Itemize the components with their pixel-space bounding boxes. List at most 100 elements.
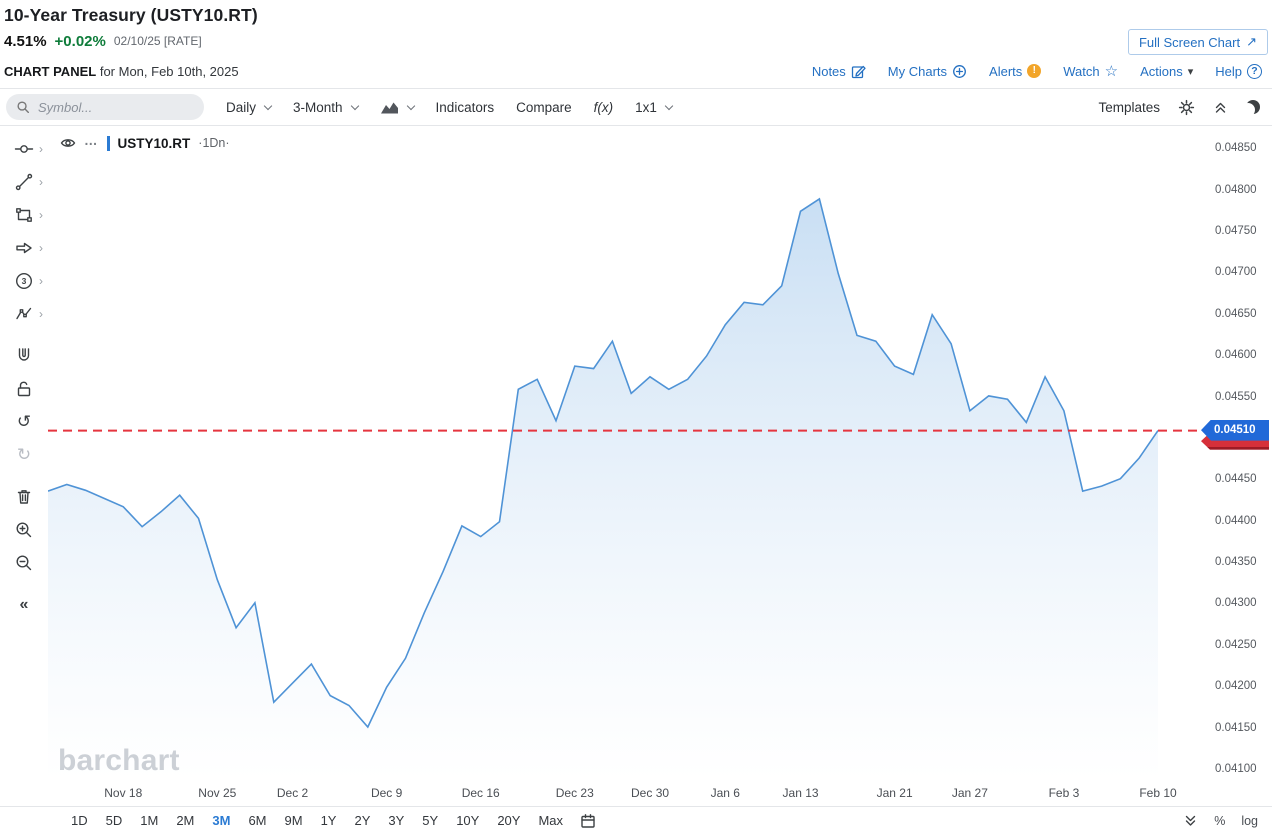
y-axis-label: 0.04350 bbox=[1215, 556, 1257, 569]
alerts-label: Alerts bbox=[989, 63, 1023, 79]
barchart-watermark: barchart bbox=[58, 744, 180, 777]
legend-symbol: USTY10.RT bbox=[117, 135, 191, 151]
range-button-max[interactable]: Max bbox=[538, 813, 564, 828]
templates-button[interactable]: Templates bbox=[1098, 100, 1160, 115]
double-chevron-down-icon[interactable] bbox=[1183, 813, 1198, 828]
symbol-search-input[interactable] bbox=[36, 98, 194, 116]
range-button-6m[interactable]: 6M bbox=[248, 813, 267, 828]
wave-counts-tool-button[interactable]: 3 › bbox=[0, 264, 48, 297]
settings-button[interactable] bbox=[1178, 99, 1195, 116]
actions-dropdown[interactable]: Actions ▾ bbox=[1140, 64, 1193, 79]
series-menu-icon[interactable]: … bbox=[84, 132, 99, 148]
panel-title-group: CHART PANEL for Mon, Feb 10th, 2025 bbox=[4, 64, 239, 79]
expand-arrow-icon[interactable]: › bbox=[39, 306, 43, 321]
expand-arrow-icon[interactable]: › bbox=[39, 207, 43, 222]
x-axis-label: Jan 27 bbox=[951, 786, 988, 800]
chevron-down-icon bbox=[664, 101, 674, 110]
range-button-1y[interactable]: 1Y bbox=[320, 813, 337, 828]
range-button-1d[interactable]: 1D bbox=[71, 813, 88, 828]
trend-line-icon bbox=[15, 173, 33, 190]
range-button-1m[interactable]: 1M bbox=[140, 813, 159, 828]
panel-links: Notes My Charts Alerts ! Watch ☆ Actions… bbox=[812, 63, 1262, 79]
range-button-3m[interactable]: 3M bbox=[212, 813, 231, 828]
notes-label: Notes bbox=[811, 63, 846, 79]
zoom-in-button[interactable] bbox=[0, 513, 48, 546]
shapes-tool-button[interactable]: › bbox=[0, 198, 48, 231]
cursor-tool-button[interactable]: › bbox=[0, 132, 48, 165]
log-scale-toggle[interactable]: log bbox=[1241, 813, 1258, 828]
y-axis-label: 0.04850 bbox=[1215, 142, 1257, 155]
fullscreen-chart-button[interactable]: Full Screen Chart ↗ bbox=[1127, 29, 1268, 55]
expressions-button[interactable]: f(x) bbox=[594, 100, 614, 115]
lock-drawings-button[interactable] bbox=[0, 372, 48, 405]
chart-plot-area[interactable]: … USTY10.RT ·1Dn· barchart bbox=[48, 126, 1205, 780]
eye-visibility-icon[interactable] bbox=[60, 135, 76, 151]
layout-dropdown[interactable]: 1x1 bbox=[635, 100, 674, 115]
y-axis[interactable]: 0.04510 0.04850 0.04800 0.04750 0.04700 0.04… bbox=[1201, 126, 1272, 780]
x-axis-label: Nov 18 bbox=[104, 786, 143, 800]
range-button-2y[interactable]: 2Y bbox=[354, 813, 371, 828]
range-button-5y[interactable]: 5Y bbox=[422, 813, 439, 828]
symbol-search-box[interactable] bbox=[6, 94, 204, 120]
expand-arrow-icon[interactable]: › bbox=[39, 240, 43, 255]
moon-icon bbox=[1246, 100, 1260, 114]
y-axis-label: 0.04800 bbox=[1215, 183, 1257, 196]
area-chart-type-icon bbox=[380, 102, 398, 113]
custom-date-range-button[interactable] bbox=[580, 813, 596, 829]
frequency-dropdown[interactable]: Daily bbox=[226, 100, 273, 115]
indicators-button[interactable]: Indicators bbox=[436, 100, 495, 115]
panel-subtitle: for Mon, Feb 10th, 2025 bbox=[99, 63, 239, 79]
price-chart-svg bbox=[48, 197, 1205, 780]
calendar-icon bbox=[581, 813, 595, 828]
collapse-toolbar-button[interactable] bbox=[1213, 100, 1228, 115]
arrows-tool-button[interactable]: › bbox=[0, 231, 48, 264]
x-axis-label: Jan 6 bbox=[710, 786, 740, 800]
range-dropdown[interactable]: 3-Month bbox=[293, 99, 359, 115]
range-button-10y[interactable]: 10Y bbox=[456, 813, 480, 828]
lines-tool-button[interactable]: › bbox=[0, 165, 48, 198]
x-axis[interactable]: Nov 18 Nov 25 Dec 2 Dec 9 Dec 16 Dec 23 Dec 30… bbox=[0, 780, 1272, 806]
toolbar-divider bbox=[0, 471, 48, 480]
caret-down-icon: ▾ bbox=[1187, 65, 1194, 78]
panel-bar: CHART PANEL for Mon, Feb 10th, 2025 Note… bbox=[0, 54, 1272, 89]
x-axis-label: Jan 21 bbox=[876, 786, 913, 800]
watch-link[interactable]: Watch ☆ bbox=[1063, 64, 1118, 79]
range-button-5d[interactable]: 5D bbox=[105, 813, 123, 828]
patterns-tool-button[interactable]: › bbox=[0, 297, 48, 330]
expand-arrow-icon[interactable]: › bbox=[39, 174, 43, 189]
collapse-sidebar-button[interactable]: « bbox=[0, 588, 48, 621]
circle-plus-icon bbox=[953, 64, 966, 78]
undo-icon: ↺ bbox=[16, 412, 32, 431]
redo-button[interactable]: ↻ bbox=[0, 438, 48, 471]
double-chevron-up-icon bbox=[1215, 102, 1226, 113]
range-label: 3-Month bbox=[293, 99, 343, 115]
compare-button[interactable]: Compare bbox=[516, 100, 572, 115]
x-axis-label: Dec 2 bbox=[276, 786, 309, 800]
my-charts-link[interactable]: My Charts bbox=[888, 64, 967, 79]
chart-toolbar: Daily 3-Month Indicators Compare f(x) 1x… bbox=[0, 89, 1272, 126]
zoom-out-button[interactable] bbox=[0, 546, 48, 579]
last-price: 4.51% bbox=[4, 32, 47, 50]
alerts-link[interactable]: Alerts ! bbox=[989, 63, 1042, 79]
undo-button[interactable]: ↺ bbox=[0, 405, 48, 438]
percent-scale-toggle[interactable]: % bbox=[1214, 813, 1226, 828]
chart-type-dropdown[interactable] bbox=[380, 100, 415, 115]
notes-link[interactable]: Notes bbox=[812, 64, 866, 79]
trash-icon bbox=[17, 489, 31, 504]
range-button-3y[interactable]: 3Y bbox=[388, 813, 405, 828]
help-link[interactable]: Help ? bbox=[1215, 63, 1262, 79]
range-button-20y[interactable]: 20Y bbox=[497, 813, 521, 828]
dark-mode-toggle[interactable] bbox=[1246, 100, 1260, 114]
y-axis-label: 0.04550 bbox=[1215, 390, 1257, 403]
expand-arrow-icon[interactable]: › bbox=[39, 141, 43, 156]
my-charts-label: My Charts bbox=[887, 63, 948, 79]
magnet-mode-button[interactable] bbox=[0, 339, 48, 372]
y-axis-label: 0.04400 bbox=[1215, 514, 1257, 527]
x-axis-label: Dec 30 bbox=[631, 786, 670, 800]
axis-settings-group: % log bbox=[1183, 813, 1258, 828]
delete-drawings-button[interactable] bbox=[0, 480, 48, 513]
range-button-2m[interactable]: 2M bbox=[176, 813, 195, 828]
expand-arrow-icon[interactable]: › bbox=[39, 273, 43, 288]
range-button-9m[interactable]: 9M bbox=[284, 813, 303, 828]
x-axis-label: Feb 10 bbox=[1139, 786, 1177, 800]
